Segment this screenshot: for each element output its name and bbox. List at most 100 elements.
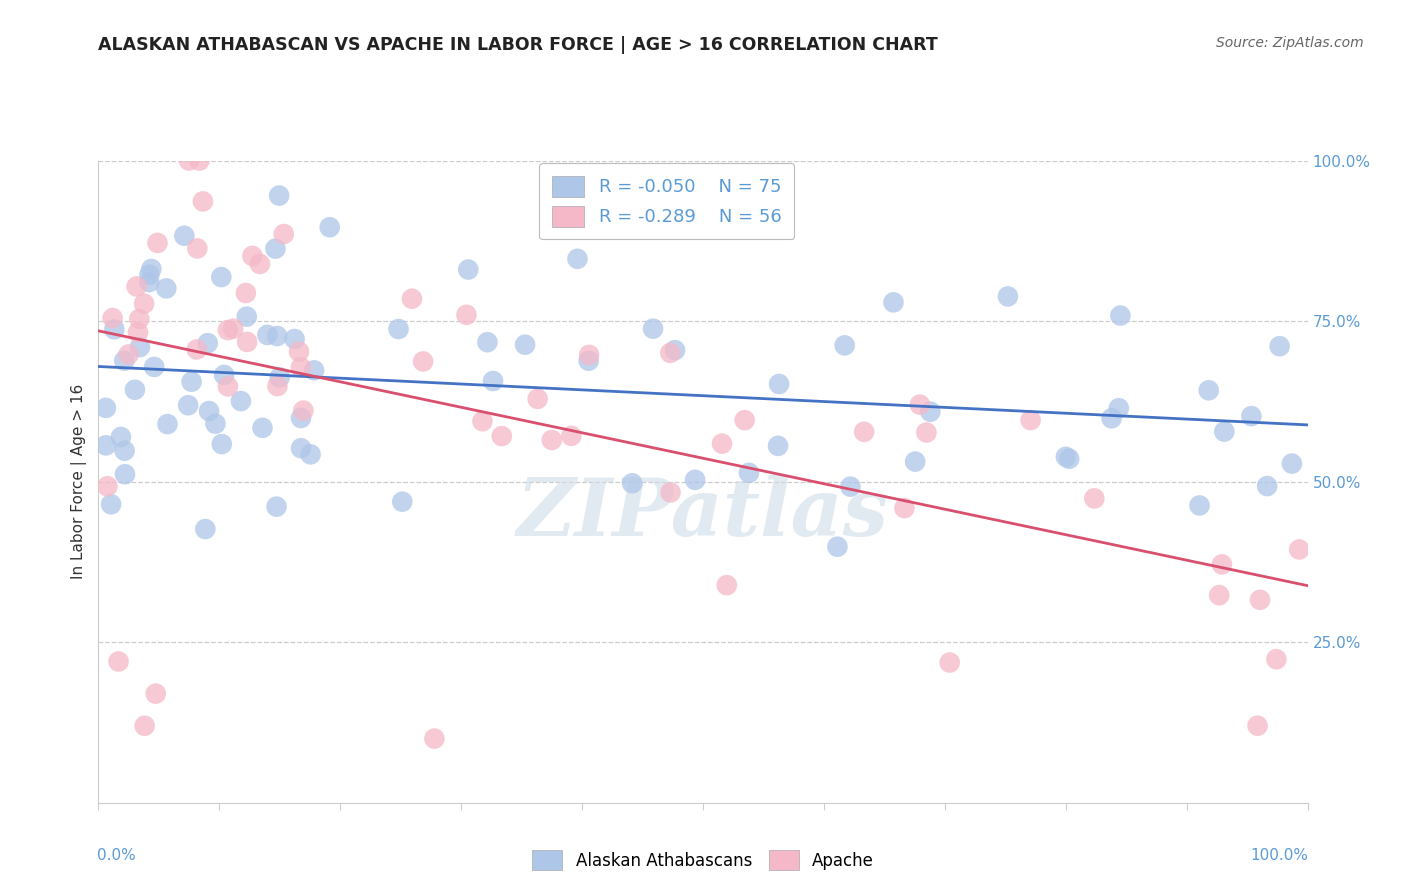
Point — [269, 188, 291, 202]
Point — [904, 455, 927, 469]
Point — [567, 252, 589, 266]
Point — [513, 337, 536, 351]
Point — [738, 466, 761, 480]
Point — [908, 398, 931, 412]
Point — [156, 417, 179, 431]
Point — [107, 655, 129, 669]
Point — [1188, 499, 1211, 513]
Point — [318, 220, 340, 235]
Point — [266, 379, 288, 393]
Point — [1256, 479, 1278, 493]
Point — [222, 321, 245, 335]
Point — [526, 392, 548, 406]
Point — [94, 438, 117, 452]
Point — [198, 404, 221, 418]
Point — [249, 257, 271, 271]
Text: 100.0%: 100.0% — [1251, 847, 1309, 863]
Point — [194, 522, 217, 536]
Point — [138, 268, 160, 282]
Point — [127, 326, 149, 340]
Point — [716, 578, 738, 592]
Point — [217, 379, 239, 393]
Point — [1246, 719, 1268, 733]
Point — [938, 656, 960, 670]
Point — [1265, 652, 1288, 666]
Point — [129, 340, 152, 354]
Point — [456, 308, 478, 322]
Point — [110, 430, 132, 444]
Point — [1108, 401, 1130, 416]
Point — [132, 296, 155, 310]
Point — [94, 401, 117, 415]
Point — [188, 153, 211, 168]
Point — [1268, 339, 1291, 353]
Point — [491, 429, 513, 443]
Point — [236, 334, 259, 349]
Point — [711, 436, 734, 450]
Text: ZIPatlas: ZIPatlas — [517, 475, 889, 552]
Legend: Alaskan Athabascans, Apache: Alaskan Athabascans, Apache — [524, 842, 882, 878]
Point — [853, 425, 876, 439]
Point — [290, 441, 312, 455]
Text: ALASKAN ATHABASCAN VS APACHE IN LABOR FORCE | AGE > 16 CORRELATION CHART: ALASKAN ATHABASCAN VS APACHE IN LABOR FO… — [98, 36, 938, 54]
Point — [302, 363, 325, 377]
Point — [235, 285, 257, 300]
Point — [387, 322, 409, 336]
Point — [471, 414, 494, 428]
Point — [768, 376, 790, 391]
Point — [641, 321, 664, 335]
Point — [560, 429, 582, 443]
Point — [893, 501, 915, 516]
Point — [1211, 558, 1233, 572]
Point — [827, 540, 849, 554]
Point — [103, 322, 125, 336]
Point — [292, 403, 315, 417]
Point — [391, 494, 413, 508]
Point — [920, 405, 942, 419]
Point — [284, 332, 307, 346]
Point — [477, 335, 499, 350]
Point — [269, 370, 291, 384]
Point — [173, 228, 195, 243]
Point — [212, 368, 235, 382]
Point — [540, 433, 562, 447]
Point — [457, 262, 479, 277]
Point — [124, 383, 146, 397]
Point — [96, 479, 118, 493]
Point — [256, 327, 278, 342]
Point — [186, 343, 208, 357]
Point — [191, 194, 214, 209]
Point — [1054, 450, 1077, 464]
Point — [412, 354, 434, 368]
Point — [1240, 409, 1263, 424]
Point — [766, 439, 789, 453]
Point — [578, 353, 600, 368]
Point — [1288, 542, 1310, 557]
Point — [1101, 411, 1123, 425]
Point — [209, 270, 232, 285]
Point — [1208, 588, 1230, 602]
Point — [100, 497, 122, 511]
Point — [252, 421, 274, 435]
Text: 0.0%: 0.0% — [97, 847, 136, 863]
Point — [141, 262, 163, 277]
Point — [138, 275, 160, 289]
Point — [578, 348, 600, 362]
Point — [204, 417, 226, 431]
Point — [155, 281, 177, 295]
Point — [114, 467, 136, 482]
Point — [101, 311, 124, 326]
Point — [882, 295, 904, 310]
Point — [482, 374, 505, 388]
Point — [1109, 309, 1132, 323]
Point — [186, 242, 208, 256]
Point — [997, 289, 1019, 303]
Point — [197, 336, 219, 351]
Point — [1083, 491, 1105, 506]
Point — [915, 425, 938, 440]
Point — [177, 153, 200, 168]
Point — [290, 411, 312, 425]
Point — [143, 359, 166, 374]
Text: Source: ZipAtlas.com: Source: ZipAtlas.com — [1216, 36, 1364, 50]
Point — [683, 473, 706, 487]
